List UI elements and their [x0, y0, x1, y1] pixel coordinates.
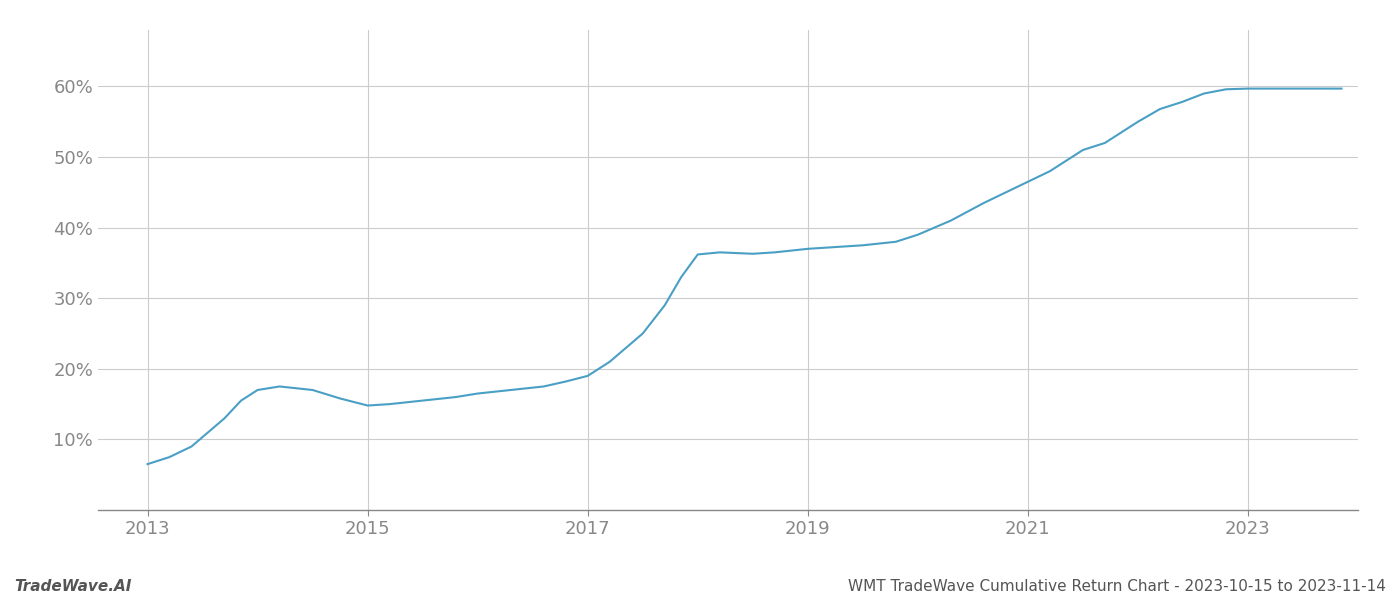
Text: TradeWave.AI: TradeWave.AI [14, 579, 132, 594]
Text: WMT TradeWave Cumulative Return Chart - 2023-10-15 to 2023-11-14: WMT TradeWave Cumulative Return Chart - … [848, 579, 1386, 594]
